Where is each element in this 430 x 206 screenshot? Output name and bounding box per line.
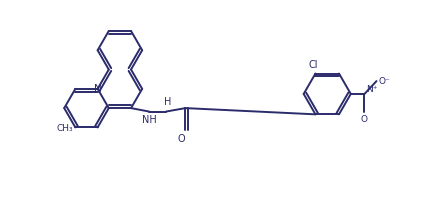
Text: N⁺: N⁺ [366, 85, 378, 94]
Text: N: N [94, 83, 101, 93]
Text: NH: NH [141, 114, 157, 124]
Text: Cl: Cl [309, 60, 318, 70]
Text: CH₃: CH₃ [57, 123, 73, 132]
Text: H: H [164, 96, 171, 106]
Text: O: O [177, 133, 185, 143]
Text: O: O [361, 115, 368, 124]
Text: O⁻: O⁻ [379, 76, 390, 85]
